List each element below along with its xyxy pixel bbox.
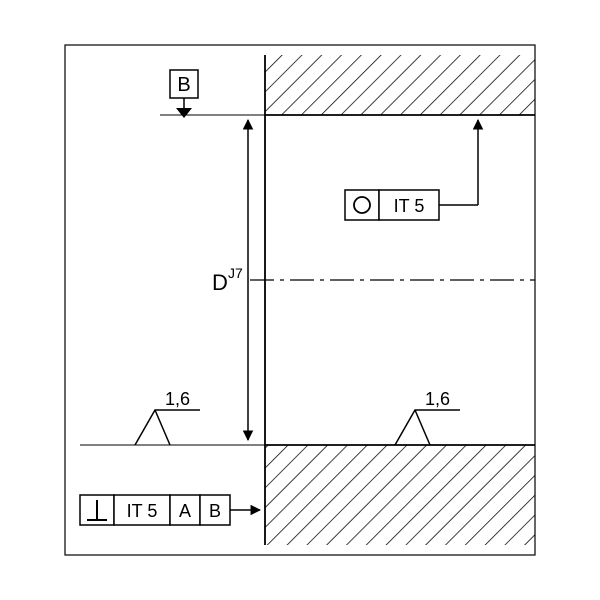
dim-D-sup: J7	[228, 265, 243, 281]
circularity-value: IT 5	[394, 196, 425, 216]
diagram-svg: B D J7 IT 5 1,6 1,6 IT 5 A B	[0, 0, 600, 600]
bottom-hatch-band	[265, 445, 535, 545]
roughness-right-value: 1,6	[425, 389, 450, 409]
perp-datum-a: A	[179, 501, 191, 521]
datum-b-label: B	[177, 74, 190, 96]
perp-value: IT 5	[127, 501, 158, 521]
dim-D-main: D	[212, 270, 228, 295]
diagram-root: B D J7 IT 5 1,6 1,6 IT 5 A B	[0, 0, 600, 600]
roughness-left-value: 1,6	[165, 389, 190, 409]
top-hatch-band	[265, 55, 535, 115]
perp-datum-b: B	[209, 501, 221, 521]
